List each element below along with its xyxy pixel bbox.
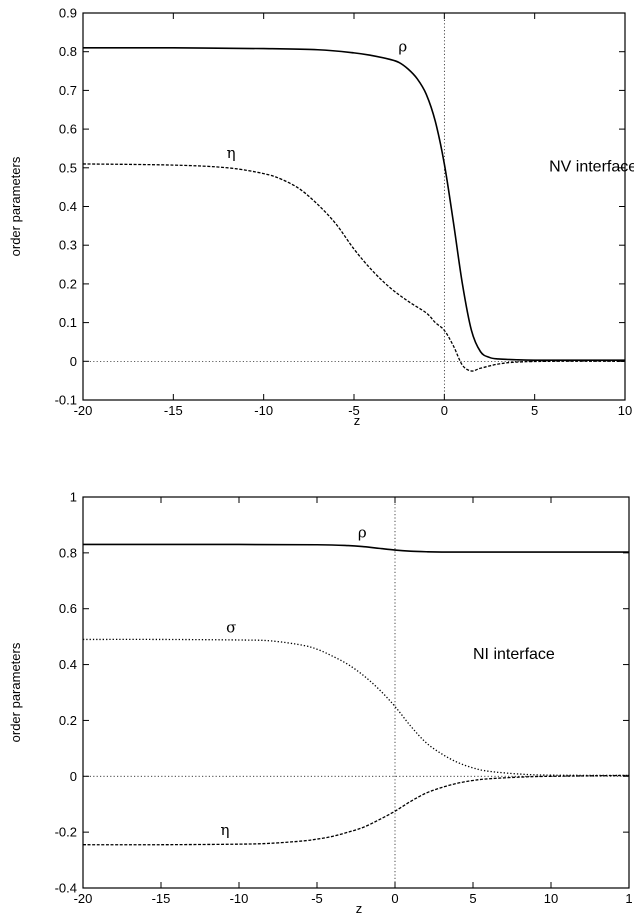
chart1-xtick-label: -5: [348, 403, 360, 418]
chart2-xtick-label: -5: [311, 891, 323, 906]
chart1-xtick-label: -15: [164, 403, 183, 418]
chart1-series-rho-line: [82, 46, 625, 361]
chart2-series-rho-line: [82, 543, 629, 553]
chart1-xtick-label: -20: [74, 403, 93, 418]
chart2-ytick-label: 0.4: [59, 657, 77, 672]
chart1-ytick-label: 0.3: [59, 238, 77, 253]
chart1-x-axis-label: z: [354, 413, 361, 428]
chart1-ytick-label: 0.5: [59, 160, 77, 175]
chart1-ytick-label: 0.6: [59, 122, 77, 137]
chart1-ytick-label: 0.9: [59, 6, 77, 21]
chart2-ytick-label: -0.2: [55, 825, 77, 840]
chart2-ytick-label: 0.8: [59, 545, 77, 560]
chart1-ytick-label: 0.1: [59, 315, 77, 330]
chart1-plot-frame: [82, 12, 626, 401]
chart1-series-rho-label: ρ: [398, 38, 407, 56]
chart1-ytick-label: 0: [70, 354, 77, 369]
chart1-ytick-label: 0.4: [59, 199, 77, 214]
chart2-series-sigma-line: [82, 638, 630, 777]
chart1-y-axis-label: order parameters: [8, 156, 23, 256]
chart1-xtick-label: 0: [441, 403, 448, 418]
chart2-series-eta-line: [82, 774, 630, 846]
chart1-ytick-label: 0.7: [59, 83, 77, 98]
chart2-xtick-label: -15: [152, 891, 171, 906]
chart2-ytick-label: 1: [70, 490, 77, 505]
chart2-xtick-label: 0: [391, 891, 398, 906]
chart2-ytick-label: -0.4: [55, 881, 77, 896]
chart2-xtick-label: 5: [469, 891, 476, 906]
chart1-xtick-label: 5: [531, 403, 538, 418]
chart2-annotation: NI interface: [473, 646, 555, 663]
chart2-xtick-label: 10: [544, 891, 558, 906]
chart1-ytick-label: -0.1: [55, 393, 77, 408]
chart2-series-rho-label: ρ: [358, 523, 367, 541]
chart1-annotation: NV interface: [549, 159, 634, 176]
chart1-xtick-label: -10: [254, 403, 273, 418]
chart2-plot-frame: [82, 496, 630, 889]
chart2-ytick-label: 0.2: [59, 713, 77, 728]
chart2-xtick-label: -20: [74, 891, 93, 906]
chart2-x-axis-label: z: [356, 901, 363, 915]
chart2-xtick-label: -10: [230, 891, 249, 906]
chart2-y-axis-label: order parameters: [8, 642, 23, 742]
chart2-ytick-label: 0: [70, 769, 77, 784]
chart2-series-sigma-label: σ: [226, 618, 236, 636]
chart1-ytick-label: 0.8: [59, 44, 77, 59]
chart2-xtick-label: 1: [625, 891, 632, 906]
chart1-xtick-label: 10: [618, 403, 632, 418]
chart1-series-eta-label: η: [227, 144, 236, 162]
chart1-ytick-label: 0.2: [59, 276, 77, 291]
chart2-series-eta-label: η: [220, 821, 229, 839]
chart1-series-eta-line: [82, 163, 626, 372]
chart2-ytick-label: 0.6: [59, 601, 77, 616]
